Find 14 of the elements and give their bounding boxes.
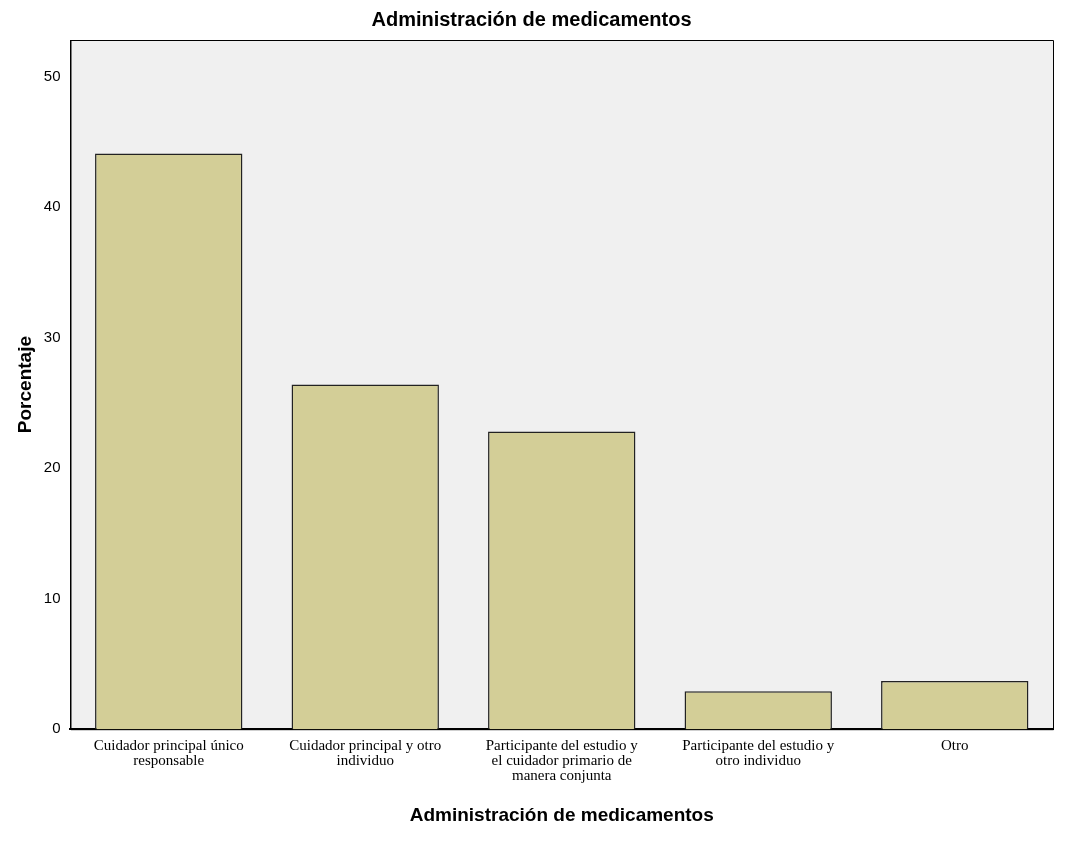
y-tick-label: 40 bbox=[43, 197, 61, 215]
x-tick-label: Otro bbox=[941, 736, 969, 753]
y-tick-label: 30 bbox=[43, 327, 61, 345]
x-tick-label: Cuidador principal único responsable bbox=[93, 736, 244, 768]
y-tick-label: 50 bbox=[43, 66, 61, 84]
x-tick-label: Cuidador principal y otro individuo bbox=[289, 736, 442, 768]
y-tick-label: 10 bbox=[43, 588, 61, 606]
x-tick-label: Participante del estudio y el cuidador primario de manera conjunta bbox=[485, 736, 639, 783]
x-tick-label: Participante del estudio y otro individuo bbox=[682, 736, 835, 768]
x-axis-title: Administración de medicamentos bbox=[409, 803, 714, 825]
y-tick-label: 20 bbox=[43, 458, 61, 476]
chart-title: Administración de medicamentos bbox=[371, 7, 692, 30]
y-axis-title: Porcentaje bbox=[13, 336, 35, 434]
y-tick-label: 0 bbox=[52, 719, 61, 737]
